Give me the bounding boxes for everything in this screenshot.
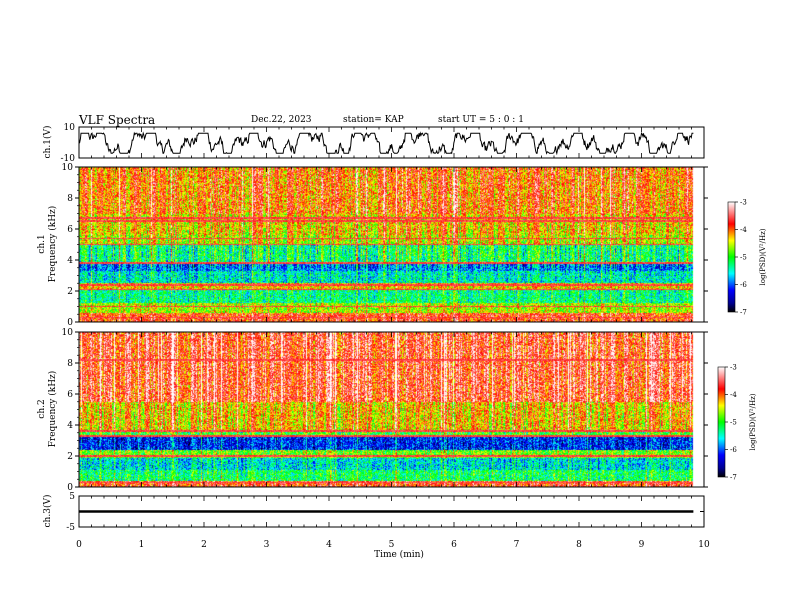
spec-ytick-label: 10 [62, 163, 74, 173]
time-tick-label: 8 [576, 540, 582, 550]
ch2-colorbar-label: log(PSD)(V²/Hz) [749, 393, 757, 450]
ch1-spectrogram-panel: 0 2 4 6 8 10 ch.1 Frequency (kHz) [37, 163, 708, 328]
plot-title: VLF Spectra [79, 113, 156, 127]
spec-ytick-label: 0 [67, 483, 73, 493]
ch2-colorbar: -3 -4 -5 -6 -7 log(PSD)(V²/Hz) [717, 364, 757, 482]
ch1-waveform-panel: 10 -10 ch.1(V) [42, 123, 705, 164]
ch1-ytick-label: 10 [64, 123, 76, 133]
ch2-spec-ylabel-channel: ch.2 [37, 399, 47, 418]
ch1-ytick-label: -10 [61, 154, 76, 164]
ch3-series-band [79, 510, 694, 513]
spec-ytick-label: 10 [62, 328, 74, 338]
colorbar-tick-label: -3 [740, 199, 747, 207]
time-tick-label: 4 [326, 540, 332, 550]
spec-ytick-label: 4 [67, 421, 73, 431]
ch2-spectrogram-panel: 0 2 4 6 8 10 ch.2 Frequency (kHz) [37, 328, 708, 493]
colorbar-tick-label: -4 [730, 391, 737, 399]
spec-ytick-label: 6 [67, 390, 73, 400]
time-tick-label: 3 [264, 540, 270, 550]
ch1-spec-ylabel-channel: ch.1 [37, 234, 47, 253]
time-tick-label: 7 [514, 540, 520, 550]
colorbar-tick-label: -3 [730, 364, 737, 372]
spec-ytick-label: 8 [67, 359, 73, 369]
start-time-label: start UT = 5 : 0 : 1 [438, 115, 524, 125]
ch3-waveform-panel: 5 -5 ch.3(V) [42, 492, 705, 533]
ch3-ytick-label: -5 [66, 523, 75, 533]
time-tick-label: 5 [389, 540, 395, 550]
spec-ytick-label: 8 [67, 194, 73, 204]
colorbar-tick-label: -4 [740, 226, 747, 234]
ch1-spectrogram-canvas [79, 167, 704, 322]
colorbar-tick-label: -5 [740, 254, 747, 262]
colorbar-tick-label: -6 [740, 281, 747, 289]
colorbar-tick-label: -7 [730, 474, 737, 482]
ch1-spec-ylabel-freq: Frequency (kHz) [47, 206, 58, 283]
ch1-series-line [78, 131, 694, 156]
ch1-colorbar: -3 -4 -5 -6 -7 log(PSD)(V²/Hz) [727, 199, 767, 317]
ch2-spec-ylabel-freq: Frequency (kHz) [47, 371, 58, 448]
time-tick-label: 1 [139, 540, 145, 550]
spec-ytick-label: 2 [67, 287, 73, 297]
colorbar-tick-label: -7 [740, 309, 747, 317]
spec-ytick-label: 4 [67, 256, 73, 266]
station-label: station= KAP [343, 115, 404, 125]
spec-ytick-label: 0 [67, 318, 73, 328]
spec-ytick-label: 2 [67, 452, 73, 462]
time-axis-label: Time (min) [374, 549, 424, 560]
ch3-ytick-label: 5 [69, 492, 75, 502]
time-tick-label: 9 [639, 540, 645, 550]
ch3-ylabel: ch.3(V) [42, 495, 53, 528]
colorbar-tick-label: -5 [730, 419, 737, 427]
time-tick-label: 2 [201, 540, 207, 550]
time-tick-label: 10 [698, 540, 710, 550]
date-label: Dec.22, 2023 [251, 115, 312, 125]
time-tick-label: 0 [76, 540, 82, 550]
colorbar-tick-label: -6 [730, 446, 737, 454]
time-axis: 0 1 2 3 4 5 6 7 8 9 10 [76, 127, 710, 550]
spec-ytick-label: 6 [67, 225, 73, 235]
ch2-spectrogram-canvas [79, 332, 704, 487]
ch1-colorbar-label: log(PSD)(V²/Hz) [759, 228, 767, 285]
time-tick-label: 6 [451, 540, 457, 550]
ch1-ylabel: ch.1(V) [42, 126, 53, 159]
